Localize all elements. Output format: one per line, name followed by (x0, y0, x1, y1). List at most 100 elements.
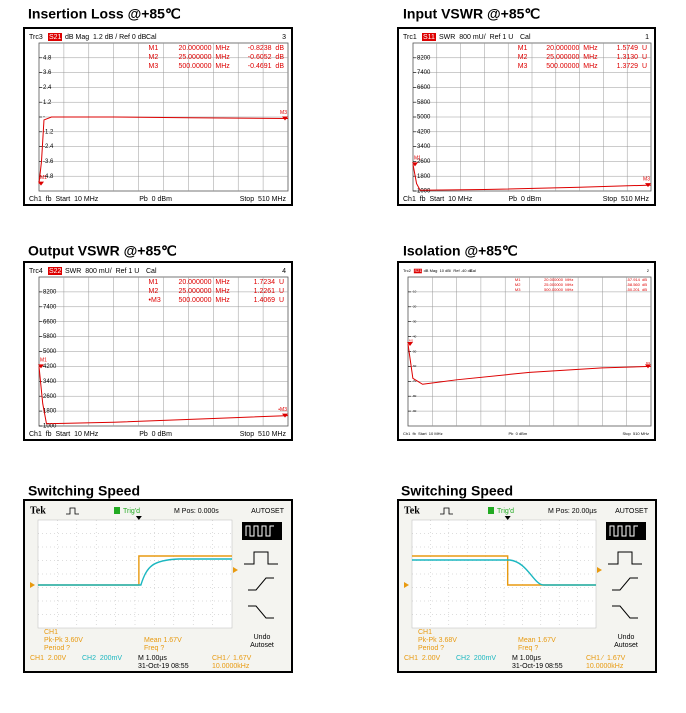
timebase: M 1.00µs (512, 655, 541, 662)
trace-label: Trc4 (29, 268, 43, 275)
y-tick-label: - (43, 115, 45, 121)
menu-icon (612, 577, 638, 591)
trigger-pos (504, 516, 511, 520)
y-tick-label: 4200 (43, 364, 57, 370)
marker-tag: M1 (40, 175, 47, 181)
channel-label: 1 (645, 34, 649, 41)
y-tick-label: 8200 (417, 55, 431, 61)
footer-start: Ch1 fb Start 10 MHz (403, 196, 473, 203)
marker-triangle (282, 116, 288, 121)
y-tick-label: 8200 (43, 289, 57, 295)
ch2-waveform (412, 559, 596, 586)
channel-label: 3 (282, 34, 286, 41)
marker-value: -58.560 dB (626, 282, 647, 287)
menu-icon (244, 551, 278, 565)
trig-status: Trig'd (497, 508, 514, 515)
y-tick-label: 5800 (43, 334, 57, 340)
param-badge (422, 33, 436, 41)
param-badge (48, 33, 62, 41)
brand: Tek (404, 505, 420, 516)
y-tick-label: 3.6 (43, 70, 52, 76)
meas-period: Period ? (418, 645, 444, 652)
y-tick-label: 4200 (417, 129, 431, 135)
y-tick-label: 6600 (43, 319, 57, 325)
y-tick-label: 6600 (417, 85, 431, 91)
trig-badge (488, 507, 494, 514)
brand: Tek (30, 505, 46, 516)
marker-tag: M3 (646, 361, 650, 365)
trace-label: Trc3 (29, 34, 43, 41)
cal-label: Cal (520, 34, 531, 41)
ch2-waveform (38, 558, 232, 586)
y-tick-label: -40 (412, 334, 417, 338)
format-label: SWR 800 mU/ Ref 1 U (439, 34, 513, 41)
y-tick-label: 1800 (43, 409, 57, 415)
menu-icon (612, 605, 638, 619)
marker-name: M2 (515, 282, 521, 287)
marker-tag: M1 (409, 338, 413, 342)
footer-stop: Stop 510 MHz (603, 196, 650, 203)
format-label: dB Mag 1.2 dB / Ref 0 dB (65, 34, 147, 41)
marker-freq: 500.00000 MHz (546, 63, 598, 70)
marker-tag: M3 (643, 176, 650, 182)
marker-freq: 500.00000 MHz (178, 63, 230, 70)
footer-start: Ch1 fb Start 10 MHz (29, 431, 99, 438)
trigger-pos (135, 516, 142, 520)
y-tick-label: 5800 (417, 100, 431, 106)
marker-name: M1 (149, 45, 159, 52)
format-label: SWR 800 mU/ Ref 1 U (65, 268, 139, 275)
trigger-freq: 10.0000kHz (212, 663, 250, 670)
ground-marker (404, 582, 409, 588)
cal-label: Cal (146, 268, 157, 275)
marker-triangle (282, 413, 288, 418)
trace (38, 116, 289, 184)
marker-name: M2 (149, 288, 159, 295)
marker-name: M1 (149, 279, 159, 286)
footer-stop: Stop 510 MHz (623, 431, 649, 436)
menu-autoset: Autoset (614, 642, 638, 649)
param-label: S21 (414, 268, 422, 273)
trig-badge (114, 507, 120, 514)
footer-start: Ch1 fb Start 10 MHz (403, 431, 443, 436)
channel-label: 2 (647, 268, 650, 273)
marker-tag: M1 (414, 156, 421, 162)
marker-value: 1.4069 U (254, 297, 284, 304)
trig-status: Trig'd (123, 508, 140, 515)
panel-title: Insertion Loss @+85℃ (28, 6, 181, 22)
marker-freq: 25.000000 MHz (546, 54, 598, 61)
y-tick-label: -60 (412, 364, 417, 368)
autoset: AUTOSET (615, 508, 649, 515)
marker-name: M3 (518, 63, 528, 70)
autoset: AUTOSET (251, 508, 285, 515)
y-tick-label: 2600 (417, 159, 431, 165)
y-tick-label: -50 (412, 349, 417, 353)
meas-pkpk: Pk-Pk 3.60V (44, 637, 83, 644)
meas-mean: Mean 1.67V (144, 637, 182, 644)
ch1-scale: CH1 2.00V (30, 655, 67, 662)
marker-value: -50.201 dB (626, 287, 647, 292)
marker-freq: 25.000000 MHz (178, 288, 230, 295)
marker-triangle (645, 364, 651, 369)
y-tick-label: 5000 (43, 349, 57, 355)
m-pos: M Pos: 20.00µs (548, 508, 597, 515)
y-tick-label: 2.4 (43, 85, 52, 91)
meas-period: Period ? (44, 645, 70, 652)
marker-value: -0.8238 dB (248, 45, 285, 52)
y-tick-label: -3.6 (43, 159, 54, 165)
meas-freq: Freq ? (518, 645, 538, 652)
param-badge (48, 267, 62, 275)
y-tick-label: -20 (412, 305, 417, 309)
timebase: M 1.00µs (138, 655, 167, 662)
ch2-scale: CH2 200mV (456, 655, 496, 662)
y-tick-label: -2.4 (43, 144, 54, 150)
panel-title: Switching Speed (28, 483, 140, 499)
trace-label: Trc2 (403, 268, 412, 273)
marker-value: -0.6052 dB (248, 54, 285, 61)
marker-tag: •M3 (278, 407, 287, 413)
date: 31-Oct-19 08:55 (512, 663, 563, 670)
marker-triangle (407, 342, 413, 347)
ch1-scale: CH1 2.00V (404, 655, 441, 662)
trigger-setting: CH1 ⁄ 1.67V (586, 655, 626, 662)
y-tick-label: -30 (412, 319, 417, 323)
meas-pkpk: Pk-Pk 3.68V (418, 637, 457, 644)
